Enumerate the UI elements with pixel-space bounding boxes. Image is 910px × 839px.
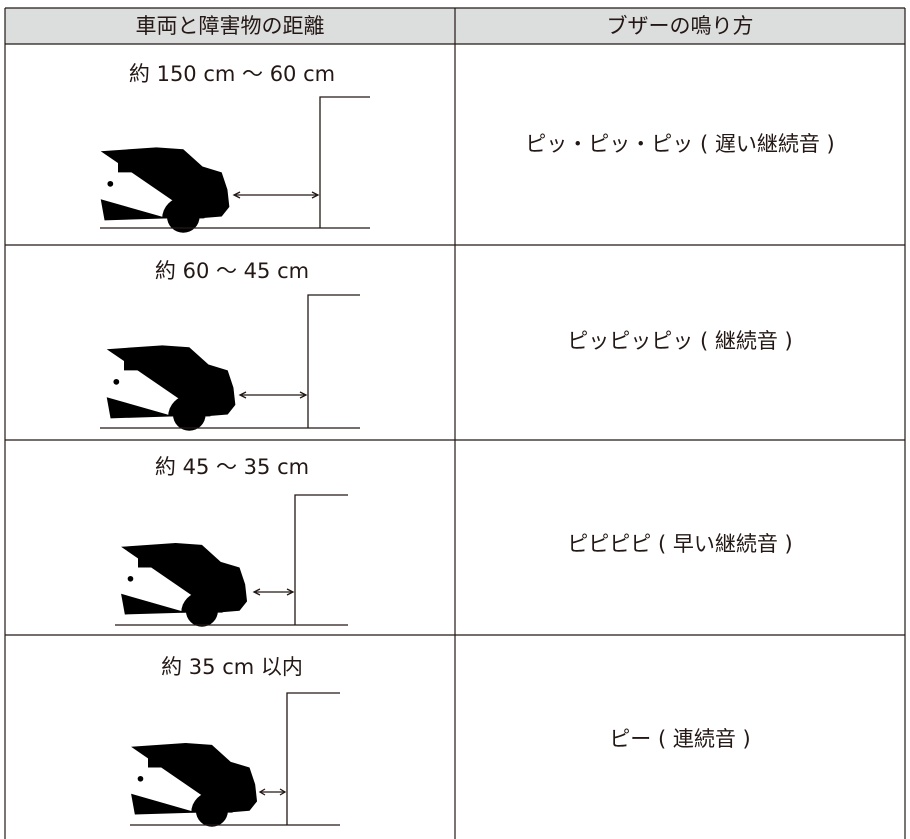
illustration — [130, 692, 340, 827]
buzzer: ピピピピ ( 早い継続音 ) — [567, 532, 792, 556]
distance: 約 150 cm ～ 60 cm — [129, 62, 335, 86]
distance: 約 35 cm 以内 — [161, 655, 303, 679]
buzzer: ピッ・ピッ・ピッ ( 遅い継続音 ) — [525, 132, 834, 156]
buzzer: ピー ( 連続音 ) — [609, 727, 750, 751]
header-cell: ブザーの鳴り方 — [607, 14, 754, 38]
distance: 約 45 ～ 35 cm — [155, 455, 309, 479]
header-cell: 車両と障害物の距離 — [136, 14, 325, 38]
distance: 約 60 ～ 45 cm — [155, 259, 309, 283]
illustration — [115, 494, 348, 627]
illustration — [100, 96, 370, 233]
buzzer: ピッピッピッ ( 継続音 ) — [567, 329, 792, 353]
illustration — [100, 294, 360, 431]
